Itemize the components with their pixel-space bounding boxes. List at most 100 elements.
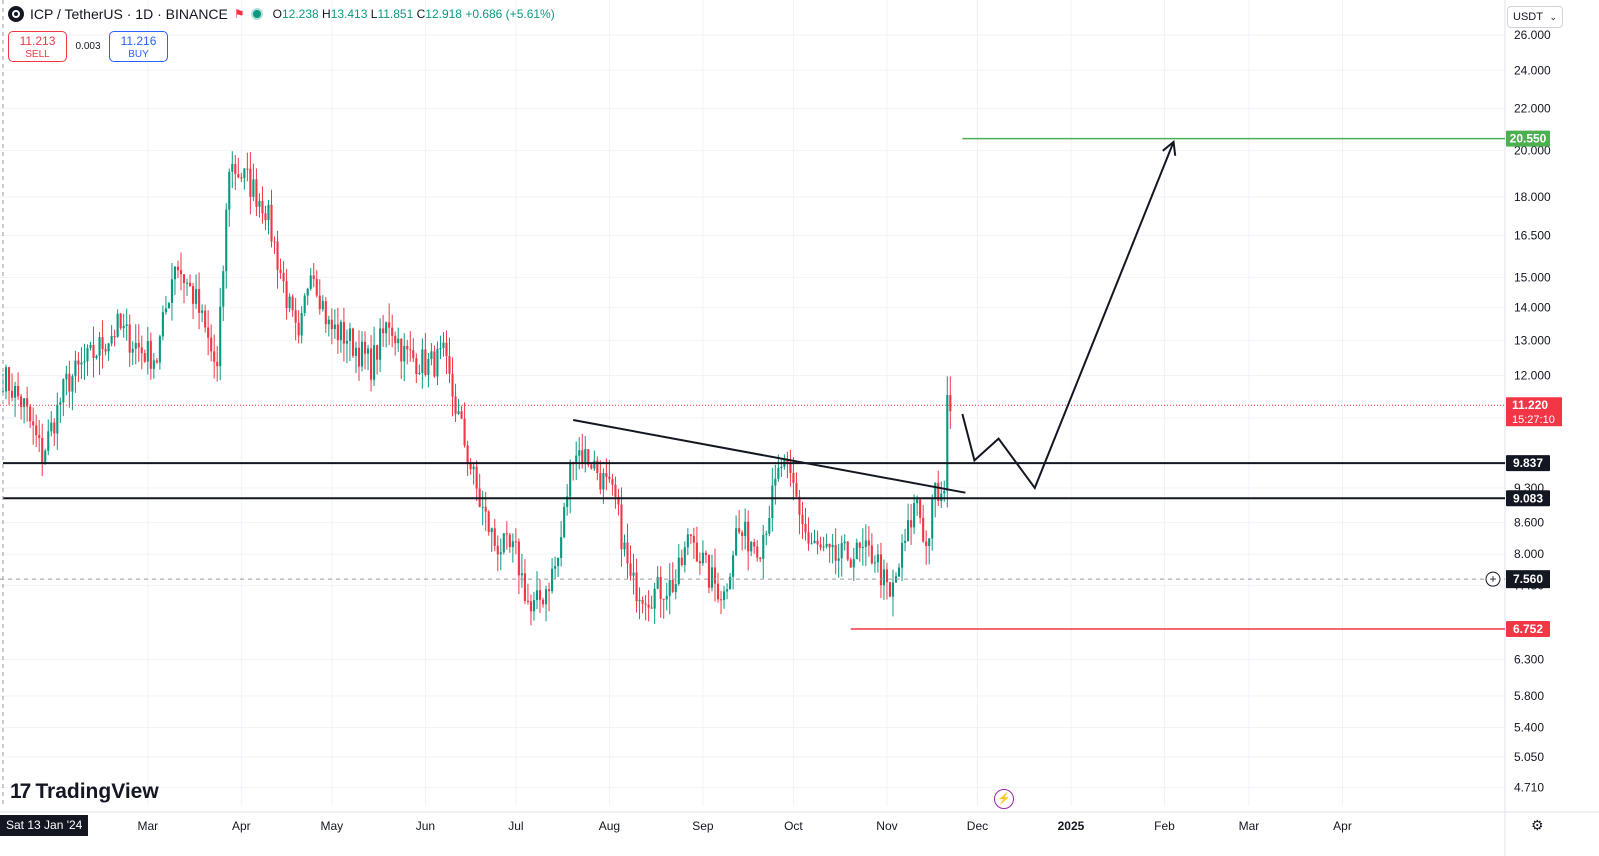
- candle-body: [134, 342, 137, 349]
- candle-body: [870, 545, 873, 564]
- candle-body: [330, 319, 333, 330]
- x-tick-label: Dec: [967, 819, 988, 833]
- candle-body: [759, 557, 762, 559]
- candle-body: [502, 533, 505, 553]
- gear-icon[interactable]: ⚙: [1531, 817, 1544, 833]
- candle-body: [354, 347, 358, 356]
- trendline: [573, 419, 966, 494]
- candle-body: [843, 541, 846, 544]
- candle-body: [360, 341, 364, 367]
- candle-body: [243, 168, 246, 179]
- candle-body: [532, 600, 536, 612]
- candle-body: [89, 344, 92, 349]
- candle-body: [729, 576, 732, 590]
- candle-body: [125, 324, 128, 326]
- x-tick-label: May: [321, 819, 344, 833]
- candle-body: [297, 322, 300, 336]
- tradingview-logo[interactable]: 17 TradingView: [10, 780, 159, 803]
- candle-body: [813, 540, 816, 544]
- candle-body: [707, 555, 711, 588]
- candle-body: [32, 421, 35, 426]
- candle-body: [472, 466, 475, 470]
- candle-body: [548, 589, 551, 592]
- candle-body: [520, 573, 523, 576]
- candle-body: [680, 557, 683, 566]
- candle-body: [122, 325, 125, 329]
- candle-body: [29, 406, 32, 422]
- candle-body: [240, 177, 243, 179]
- candle-body: [255, 179, 258, 207]
- candle-body: [234, 164, 237, 175]
- candle-body: [309, 275, 312, 289]
- candle-body: [457, 411, 460, 414]
- currency-selector[interactable]: USDT ⌄: [1507, 6, 1563, 28]
- lightning-icon[interactable]: ⚡: [994, 789, 1014, 809]
- candle-body: [210, 337, 213, 352]
- projection-arrowhead: [1162, 139, 1177, 156]
- buy-button[interactable]: 11.216 BUY: [109, 31, 168, 62]
- candle-body: [445, 342, 448, 356]
- level-price-tag: [1506, 130, 1550, 147]
- candle-body: [629, 563, 632, 576]
- candle-body: [632, 572, 635, 576]
- last-price-label: 11.220: [1512, 398, 1548, 412]
- candle-body: [855, 542, 858, 560]
- candle-body: [508, 534, 511, 548]
- candle-body: [716, 583, 720, 600]
- candle-body: [876, 554, 879, 563]
- candle-body: [668, 579, 671, 596]
- candle-body: [246, 168, 249, 170]
- candle-body: [188, 282, 192, 287]
- candle-body: [116, 313, 119, 337]
- symbol-title[interactable]: ICP / TetherUS · 1D · BINANCE: [30, 6, 228, 22]
- candle-body: [454, 396, 457, 414]
- candle-body: [397, 338, 400, 344]
- candle-body: [514, 541, 517, 543]
- candle-body: [587, 449, 590, 465]
- candle-body: [195, 289, 198, 304]
- candle-body: [925, 541, 928, 547]
- candle-body: [873, 562, 876, 564]
- y-tick-label: 20.000: [1514, 144, 1551, 158]
- candle-body: [511, 541, 514, 548]
- candle-body: [80, 362, 83, 365]
- candle-body: [852, 559, 855, 568]
- candle-body: [804, 524, 807, 533]
- candle-body: [885, 569, 889, 583]
- candle-body: [753, 542, 756, 547]
- candle-body: [665, 595, 668, 600]
- candle-body: [101, 337, 104, 350]
- candle-body: [816, 540, 819, 545]
- level-price-label: 20.550: [1510, 132, 1547, 146]
- candle-body: [544, 589, 548, 605]
- candle-body: [463, 418, 466, 446]
- candle-body: [801, 514, 804, 525]
- y-tick-label: 13.000: [1514, 333, 1551, 347]
- candle-body: [324, 301, 327, 325]
- candle-body: [626, 542, 629, 564]
- candle-body: [735, 528, 738, 556]
- candle-body: [385, 322, 388, 334]
- candle-body: [934, 482, 937, 500]
- candle-body: [149, 341, 152, 369]
- candle-body: [750, 542, 753, 552]
- candle-body: [744, 521, 747, 536]
- candle-body: [831, 544, 834, 548]
- candle-body: [535, 590, 539, 601]
- candle-body: [795, 482, 798, 497]
- y-tick-label: 14.000: [1514, 301, 1551, 315]
- candle-body: [882, 569, 885, 586]
- candle-body: [789, 462, 792, 473]
- candle-body: [928, 538, 931, 547]
- x-tick-label: Feb: [1154, 819, 1175, 833]
- candle-body: [617, 496, 620, 505]
- candle-body: [65, 373, 68, 380]
- candle-body: [825, 543, 828, 547]
- x-tick-label: Apr: [1333, 819, 1352, 833]
- candle-body: [167, 303, 170, 309]
- candle-body: [391, 327, 394, 336]
- candle-body: [807, 532, 810, 544]
- flag-icon[interactable]: ⚑: [233, 7, 245, 21]
- sell-button[interactable]: 11.213 SELL: [8, 31, 67, 62]
